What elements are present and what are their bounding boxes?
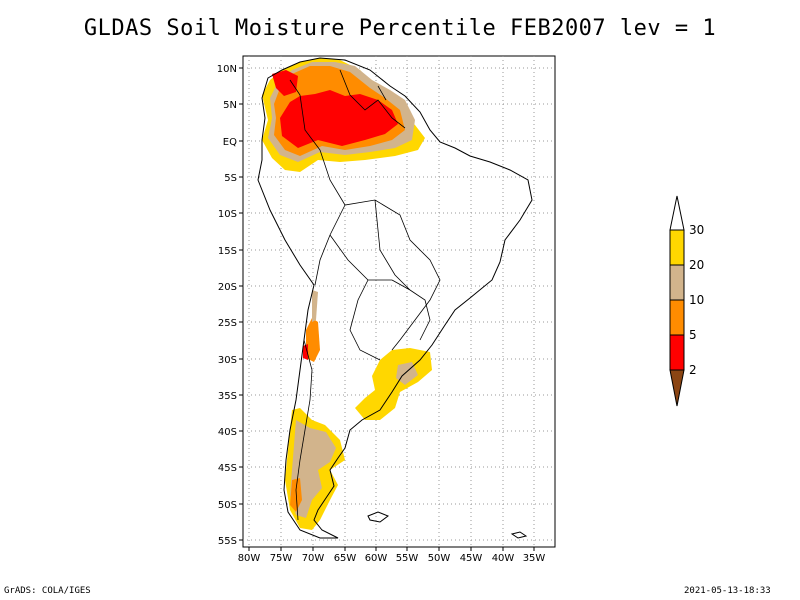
coastal-red-patch: [303, 344, 308, 360]
south-america-coastline: [257, 57, 533, 539]
lat-label: 10N: [217, 64, 237, 75]
north-red-west: [272, 70, 298, 96]
latitude-labels: 10N 5N EQ 5S 10S 15S 20S 25S 30S 35S 40S…: [217, 64, 237, 547]
footer-timestamp: 2021-05-13-18:33: [684, 586, 771, 596]
lon-label: 75W: [270, 553, 293, 564]
coastal-orange-patch: [306, 318, 320, 362]
north-red-region: [280, 90, 398, 148]
footer-credit: GrADS: COLA/IGES: [4, 586, 91, 596]
coastal-tan-patch: [312, 290, 318, 322]
lat-label: 55S: [218, 536, 237, 547]
lon-label: 60W: [365, 553, 388, 564]
lat-label: 50S: [218, 500, 237, 511]
axis-ticks: [239, 67, 535, 551]
lon-label: 65W: [334, 553, 357, 564]
country-borders: [289, 69, 441, 521]
color-legend: [669, 195, 685, 407]
legend-label: 5: [689, 328, 697, 342]
legend-label: 20: [689, 258, 704, 272]
lon-label: 50W: [428, 553, 451, 564]
continent-outline: [257, 57, 533, 539]
lon-label: 40W: [492, 553, 515, 564]
lat-label: EQ: [223, 137, 237, 148]
lon-label: 45W: [460, 553, 483, 564]
falkland-islands: [367, 511, 390, 523]
lat-label: 35S: [218, 391, 237, 402]
lat-label: 15S: [218, 246, 237, 257]
lon-label: 55W: [396, 553, 419, 564]
pampas-tan-patch: [396, 362, 418, 385]
lat-label: 10S: [218, 209, 237, 220]
legend-swatch-10-20: [669, 264, 685, 301]
lat-label: 20S: [218, 282, 237, 293]
legend-label: 10: [689, 293, 704, 307]
legend-label: 30: [689, 223, 704, 237]
legend-labels: 30 20 10 5 2: [689, 223, 704, 377]
lat-label: 5N: [223, 100, 237, 111]
legend-swatch-5-10: [669, 299, 685, 336]
legend-swatch-2-5: [669, 334, 685, 371]
map-title: GLDAS Soil Moisture Percentile FEB2007 l…: [83, 16, 717, 41]
legend-label: 2: [689, 363, 697, 377]
legend-lt2-triangle: [669, 369, 685, 407]
lat-label: 30S: [218, 355, 237, 366]
south-georgia-island: [510, 531, 528, 539]
lat-label: 40S: [218, 427, 237, 438]
lat-label: 25S: [218, 318, 237, 329]
legend-swatch-20-30: [669, 229, 685, 266]
lat-label: 5S: [224, 173, 237, 184]
lon-label: 35W: [523, 553, 546, 564]
longitude-labels: 80W 75W 70W 65W 60W 55W 50W 45W 40W 35W: [238, 553, 546, 564]
patagonia-tan-region: [290, 420, 336, 518]
lat-label: 45S: [218, 463, 237, 474]
legend-gt30-triangle: [669, 195, 685, 231]
lon-label: 70W: [302, 553, 325, 564]
lon-label: 80W: [238, 553, 261, 564]
soil-moisture-shading: [262, 58, 432, 530]
